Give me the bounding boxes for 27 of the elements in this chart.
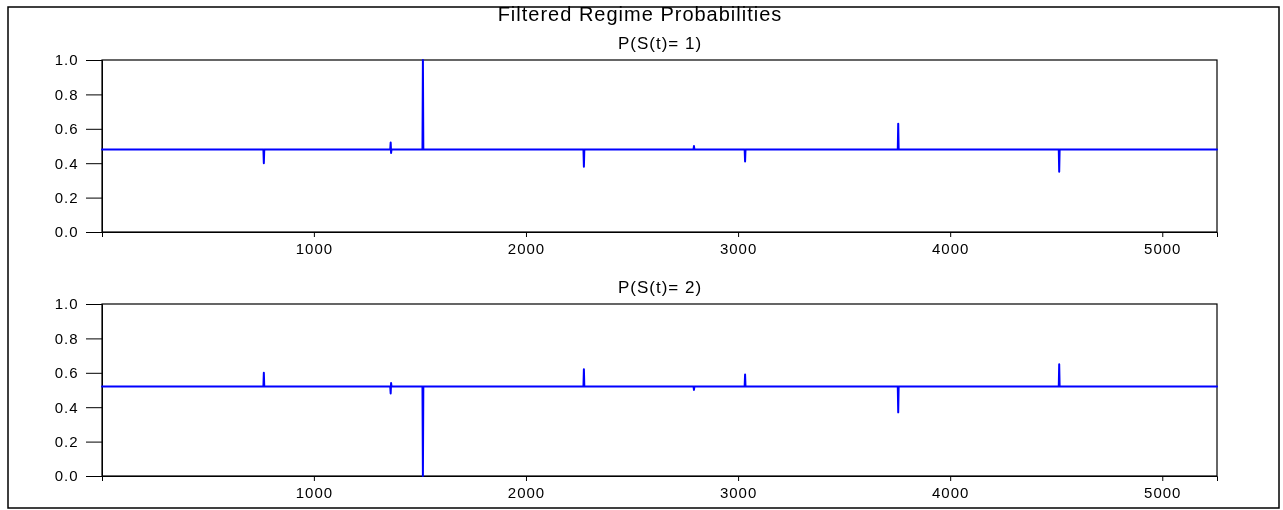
x-tick-label: 2000 xyxy=(507,483,546,501)
y-tick-label: 0.2 xyxy=(54,432,79,450)
y-tick-label: 0.8 xyxy=(54,85,79,103)
y-tick-label: 1.0 xyxy=(54,295,79,313)
y-tick-label: 0.0 xyxy=(54,467,79,485)
x-tick-label: 5000 xyxy=(1144,483,1182,501)
line-series xyxy=(101,59,1218,173)
y-tick-label: 0.4 xyxy=(54,154,79,172)
y-tick-label: 0.2 xyxy=(54,188,79,206)
chart-subtitle: P(S(t)= 1) xyxy=(617,34,703,53)
x-tick-label: 3000 xyxy=(719,483,758,501)
y-tick-label: 0.6 xyxy=(54,120,79,138)
y-tick-label: 0.8 xyxy=(54,329,79,347)
x-tick-label: 5000 xyxy=(1144,239,1182,257)
y-tick-label: 0.6 xyxy=(54,364,79,382)
x-tick-label: 1000 xyxy=(295,239,334,257)
x-tick-label: 1000 xyxy=(295,483,334,501)
x-tick-label: 4000 xyxy=(931,239,970,257)
y-tick-label: 0.4 xyxy=(54,398,79,416)
chart-title: Filtered Regime Probabilities xyxy=(497,3,783,25)
line-series xyxy=(101,363,1218,477)
y-tick-label: 1.0 xyxy=(54,51,79,69)
x-tick-label: 4000 xyxy=(931,483,970,501)
y-tick-label: 0.0 xyxy=(54,223,79,241)
x-tick-label: 3000 xyxy=(719,239,758,257)
chart-subtitle: P(S(t)= 2) xyxy=(617,278,703,297)
x-tick-label: 2000 xyxy=(507,239,546,257)
